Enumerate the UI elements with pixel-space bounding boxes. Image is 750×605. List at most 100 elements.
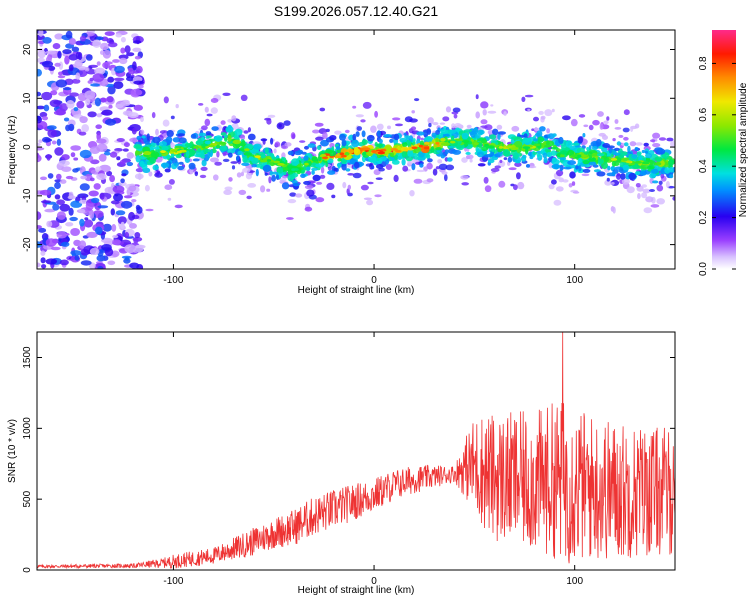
heatmap-cell	[41, 60, 54, 68]
heatmap-cell	[58, 71, 63, 76]
heatmap-cell	[362, 147, 371, 151]
heatmap-cell	[43, 104, 50, 112]
heatmap-cell	[213, 174, 219, 181]
heatmap-cell	[618, 134, 624, 138]
heatmap-cell	[621, 178, 630, 185]
heatmap-cell	[124, 45, 131, 54]
heatmap-cell	[266, 159, 272, 162]
heatmap-cell	[242, 156, 248, 163]
heatmap-cell	[95, 166, 102, 173]
heatmap-cell	[556, 169, 564, 177]
heatmap-cell	[551, 163, 560, 170]
heatmap-cell	[112, 239, 121, 245]
heatmap-cell	[520, 156, 527, 162]
heatmap-cell	[620, 173, 626, 180]
heatmap-cell	[344, 151, 350, 156]
heatmap-cell	[516, 172, 521, 180]
heatmap-cell	[97, 205, 109, 209]
heatmap-cell	[175, 104, 179, 109]
heatmap-cell	[490, 104, 494, 107]
heatmap-cell	[306, 166, 311, 172]
heatmap-cell	[37, 115, 42, 124]
heatmap-cell	[120, 200, 133, 209]
heatmap-cell	[41, 264, 47, 269]
heatmap-cell	[85, 201, 94, 211]
heatmap-cell	[90, 159, 100, 165]
heatmap-cell	[102, 61, 110, 69]
heatmap-cell	[499, 159, 503, 164]
heatmap-cell	[218, 141, 227, 145]
heatmap-cell	[178, 137, 187, 144]
x-tick-label: 0	[371, 275, 377, 286]
heatmap-cell	[273, 148, 277, 154]
heatmap-cell	[622, 164, 630, 171]
heatmap-cell	[190, 133, 197, 139]
heatmap-cell	[65, 222, 74, 227]
heatmap-cell	[582, 168, 591, 173]
heatmap-cell	[230, 161, 238, 164]
heatmap-cell	[114, 65, 125, 74]
x-tick-label: 0	[371, 576, 377, 587]
heatmap-cell	[341, 163, 347, 171]
heatmap-cell	[54, 62, 61, 67]
heatmap-cell	[670, 140, 675, 148]
heatmap-cell	[452, 149, 462, 155]
heatmap-cell	[616, 173, 621, 180]
heatmap-cell	[578, 114, 586, 118]
heatmap-cell	[132, 61, 137, 71]
snr-frame	[36, 331, 676, 571]
heatmap-cell	[243, 130, 249, 134]
heatmap-cell	[558, 177, 564, 183]
snr-y-axis-label: SNR (10 * v/v)	[7, 419, 18, 483]
heatmap-cell	[271, 171, 279, 175]
heatmap-cell	[70, 250, 82, 256]
heatmap-cell	[163, 96, 169, 104]
heatmap-cell	[68, 207, 74, 216]
heatmap-cell	[255, 168, 259, 177]
heatmap-cell	[104, 31, 115, 36]
heatmap-cell	[210, 107, 218, 114]
heatmap-cell	[333, 167, 338, 172]
heatmap-cell	[450, 140, 456, 144]
heatmap-cell	[658, 180, 663, 185]
heatmap-cell	[140, 129, 145, 135]
heatmap-cell	[542, 152, 548, 159]
heatmap-cell	[46, 154, 51, 161]
heatmap-cell	[276, 122, 285, 130]
heatmap-cell	[341, 139, 347, 147]
colorbar-ticks: 0.0 0.2 0.4 0.6 0.8	[698, 56, 736, 276]
heatmap-cell	[356, 126, 362, 131]
heatmap-cell	[369, 157, 378, 163]
heatmap-cell	[550, 146, 559, 150]
heatmap-cell	[592, 164, 599, 168]
heatmap-cell	[47, 129, 57, 138]
heatmap-cell	[120, 178, 125, 184]
heatmap-cell	[100, 42, 110, 51]
heatmap-cell	[292, 133, 296, 139]
heatmap-cell	[487, 110, 497, 114]
heatmap-cell	[69, 92, 79, 97]
heatmap-cell	[89, 247, 100, 255]
heatmap-cell	[46, 220, 53, 228]
heatmap-cell	[460, 175, 469, 180]
heatmap-cell	[426, 162, 433, 170]
heatmap-cell	[37, 49, 46, 59]
heatmap-cell	[222, 158, 230, 162]
heatmap-cell	[376, 157, 380, 161]
heatmap-cell	[638, 155, 643, 162]
heatmap-cell	[64, 55, 70, 65]
heatmap-cell	[401, 150, 407, 158]
heatmap-cell	[497, 133, 501, 140]
heatmap-cell	[435, 166, 440, 170]
heatmap-cell	[79, 218, 85, 227]
heatmap-cell	[393, 133, 400, 141]
heatmap-cell	[57, 50, 62, 59]
heatmap-cell	[128, 211, 136, 221]
heatmap-cell	[376, 164, 384, 169]
heatmap-cell	[419, 163, 424, 168]
heatmap-cell	[426, 128, 432, 135]
snr-x-ticks: -100 0 100	[163, 332, 583, 587]
heatmap-cell	[596, 153, 605, 157]
heatmap-cell	[87, 111, 97, 118]
heatmap-cell	[507, 156, 513, 163]
